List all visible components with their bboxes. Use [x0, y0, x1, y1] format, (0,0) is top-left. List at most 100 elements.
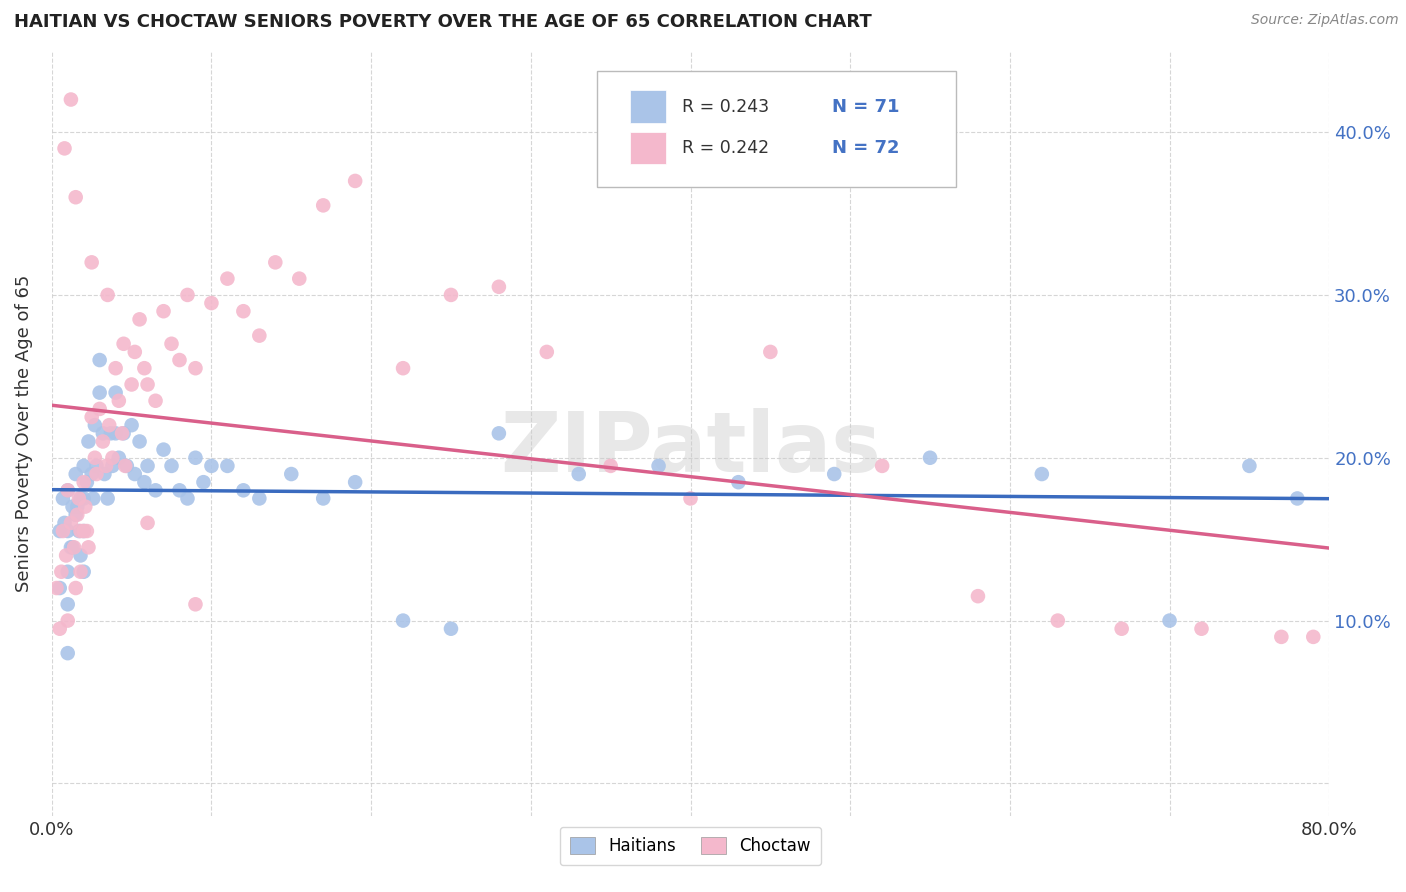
Point [66, 500, 89, 514]
Point [104, 385, 127, 400]
Point [280, 467, 302, 481]
Point [82, 491, 104, 506]
Point [145, 483, 167, 498]
Point [101, 458, 124, 473]
Point [1031, 467, 1053, 481]
Point [918, 450, 941, 465]
Point [823, 467, 845, 481]
FancyBboxPatch shape [630, 90, 666, 122]
Point [80, 255, 103, 269]
Text: R = 0.243: R = 0.243 [682, 97, 769, 116]
Point [97, 491, 120, 506]
Point [73, 565, 96, 579]
Point [73, 524, 96, 538]
Text: Source: ZipAtlas.com: Source: ZipAtlas.com [1251, 13, 1399, 28]
Point [56, 524, 79, 538]
Point [86, 458, 108, 473]
Point [136, 458, 159, 473]
Point [48, 524, 70, 538]
Point [91, 434, 114, 449]
Point [112, 426, 135, 441]
Point [488, 426, 510, 441]
Point [59, 516, 82, 530]
Point [169, 353, 191, 368]
Point [65, 508, 87, 522]
Point [288, 271, 311, 285]
FancyBboxPatch shape [598, 71, 956, 187]
Point [69, 524, 91, 538]
Point [111, 426, 134, 441]
Point [232, 483, 254, 498]
Point [73, 524, 96, 538]
Point [94, 458, 117, 473]
Point [104, 361, 127, 376]
Point [200, 296, 222, 310]
Point [136, 516, 159, 530]
Point [48, 581, 70, 595]
Point [76, 475, 98, 490]
Point [67, 524, 90, 538]
Point [76, 524, 98, 538]
Point [967, 589, 990, 603]
Text: N = 72: N = 72 [832, 139, 900, 157]
Point [1286, 491, 1309, 506]
Point [344, 475, 367, 490]
Point [1191, 622, 1213, 636]
Point [65, 581, 87, 595]
Point [59, 541, 82, 555]
Point [232, 304, 254, 318]
Legend: Haitians, Choctaw: Haitians, Choctaw [560, 827, 821, 865]
Point [217, 458, 239, 473]
Point [440, 288, 463, 302]
Point [488, 280, 510, 294]
Point [83, 418, 105, 433]
Point [108, 393, 131, 408]
Point [73, 491, 96, 506]
Point [104, 426, 127, 441]
Point [108, 450, 131, 465]
Point [184, 450, 207, 465]
Point [89, 385, 111, 400]
Point [89, 401, 111, 416]
Point [1159, 614, 1181, 628]
Point [247, 491, 270, 506]
Point [124, 467, 146, 481]
Point [134, 475, 156, 490]
Point [91, 426, 114, 441]
Point [65, 467, 87, 481]
Point [176, 491, 198, 506]
Point [124, 345, 146, 359]
Point [115, 458, 138, 473]
Point [80, 410, 103, 425]
Point [1046, 614, 1069, 628]
Point [440, 622, 463, 636]
Point [65, 190, 87, 204]
Point [77, 541, 100, 555]
Point [169, 483, 191, 498]
Point [264, 255, 287, 269]
Point [312, 198, 335, 212]
Point [152, 304, 174, 318]
Point [176, 288, 198, 302]
Point [73, 475, 96, 490]
Point [98, 418, 121, 433]
Point [727, 475, 749, 490]
Y-axis label: Seniors Poverty Over the Age of 65: Seniors Poverty Over the Age of 65 [15, 275, 32, 592]
Point [759, 345, 782, 359]
Point [59, 93, 82, 107]
Point [247, 328, 270, 343]
Point [97, 288, 120, 302]
Point [536, 345, 558, 359]
Point [599, 458, 621, 473]
Point [53, 516, 76, 530]
Point [75, 500, 97, 514]
Point [55, 549, 77, 563]
Text: N = 71: N = 71 [832, 97, 900, 116]
Text: HAITIAN VS CHOCTAW SENIORS POVERTY OVER THE AGE OF 65 CORRELATION CHART: HAITIAN VS CHOCTAW SENIORS POVERTY OVER … [14, 13, 872, 31]
Point [112, 336, 135, 351]
Point [392, 614, 415, 628]
Point [100, 426, 122, 441]
Point [312, 491, 335, 506]
Point [62, 500, 84, 514]
Point [86, 467, 108, 481]
